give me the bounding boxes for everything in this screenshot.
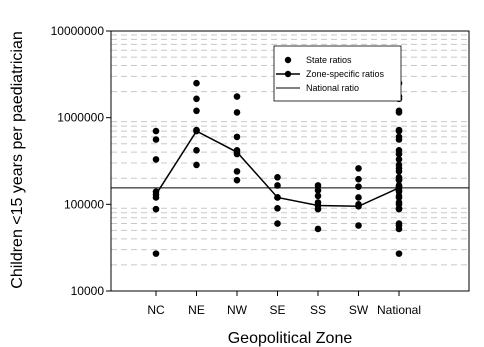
state-ratio-point [395,168,403,175]
legend: State ratios Zone-specific ratios Nation… [273,45,402,102]
state-ratio-point [395,176,403,184]
legend-marker-state-ratios [284,56,292,64]
state-ratio-point [152,194,160,201]
state-ratio-point [193,79,200,87]
state-ratio-point [274,194,281,201]
state-ratio-point [274,174,281,181]
state-ratio-point [233,93,241,100]
state-ratio-point [193,161,200,169]
state-ratio-point [193,147,200,154]
state-ratio-point [152,127,160,135]
state-ratio-point [193,95,200,103]
state-ratio-point [314,187,322,194]
y-tick-label: 10000000 [51,24,105,38]
x-tick-label: SW [349,303,369,317]
state-ratio-point [152,136,160,143]
y-tick-label: 100000 [64,197,104,211]
y-tick-label: 1000000 [57,111,104,125]
state-ratio-point [395,150,403,158]
state-ratio-point [355,222,362,229]
state-ratio-point [355,165,362,172]
state-ratio-point [274,182,281,189]
x-tick-label: SS [310,303,326,317]
x-tick-label: National [377,303,421,317]
state-ratio-point [314,182,322,189]
state-ratio-point [314,199,322,206]
x-axis: NC NE NW SE SS SW National [147,291,421,317]
state-ratio-point [193,126,200,134]
plot-area-frame [110,30,470,292]
state-ratio-point [152,156,160,163]
state-ratio-point [314,225,322,233]
legend-label-state-ratios: State ratios [306,55,352,65]
state-ratio-point [395,109,403,116]
state-ratio-point [395,156,403,163]
state-ratio-point [152,250,160,257]
state-ratio-point [233,150,241,158]
x-axis-title: Geopolitical Zone [228,330,353,347]
state-ratio-point [233,109,241,116]
state-ratio-point [233,176,241,184]
state-ratio-point [274,204,281,212]
legend-label-zone-specific: Zone-specific ratios [306,69,385,79]
x-tick-label: NC [147,303,165,317]
y-axis-title: Children <15 years per paediatrician [9,31,26,288]
state-ratio-point [395,225,403,233]
state-ratio-point [395,194,403,201]
state-ratio-point [152,205,160,213]
y-tick-label: 10000 [71,284,105,298]
state-ratio-point [233,133,241,141]
state-ratio-point [395,205,403,213]
state-ratio-point [355,183,362,190]
state-ratio-point [193,107,200,115]
state-ratio-point [355,201,362,208]
state-ratio-point [314,205,322,213]
state-ratio-point [395,250,403,257]
legend-marker-zone-specific [284,70,292,78]
state-ratio-point [152,188,160,195]
x-tick-label: SE [269,303,285,317]
state-ratio-point [355,194,362,201]
series-layer [111,79,469,257]
state-ratio-point [274,220,281,227]
state-ratio-point [395,136,403,143]
x-tick-label: NW [227,303,248,317]
state-ratio-point [233,168,241,175]
state-ratio-point [314,192,322,200]
y-axis: 10000 100000 1000000 10000000 [51,24,111,298]
state-ratio-point [395,127,403,135]
legend-label-national-ratio: National ratio [306,83,359,93]
state-ratio-point [355,175,362,183]
x-tick-label: NE [188,303,205,317]
